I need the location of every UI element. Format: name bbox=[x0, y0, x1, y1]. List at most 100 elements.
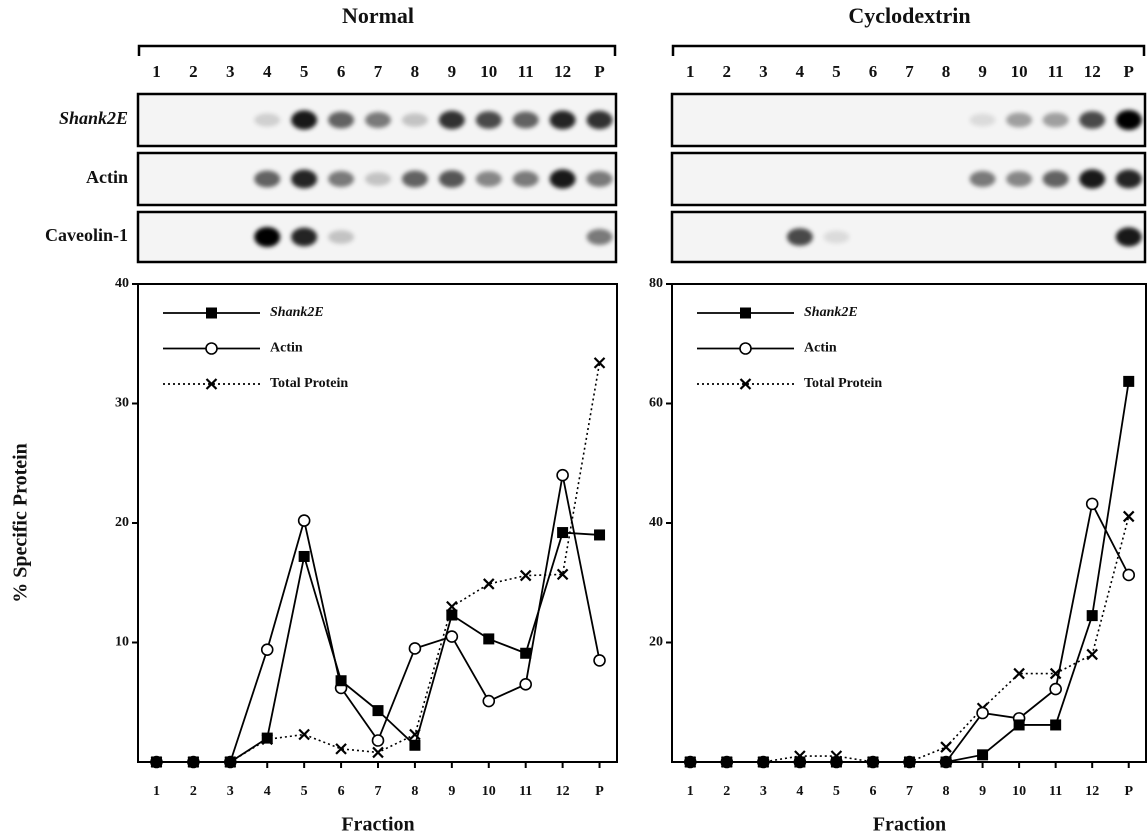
series-line bbox=[690, 516, 1128, 762]
marker-square bbox=[1123, 376, 1134, 387]
marker-circle bbox=[262, 644, 273, 655]
lane-label: 7 bbox=[374, 62, 383, 81]
blot-panel bbox=[672, 94, 1145, 146]
x-tick-label: 10 bbox=[1012, 784, 1026, 799]
lane-label: 12 bbox=[1084, 62, 1101, 81]
marker-circle bbox=[977, 708, 988, 719]
legend-label: Actin bbox=[270, 341, 303, 356]
x-tick-label: 8 bbox=[943, 784, 950, 799]
marker-x bbox=[1087, 649, 1097, 659]
lane-label: 1 bbox=[152, 62, 161, 81]
band bbox=[1006, 113, 1032, 128]
band bbox=[439, 111, 465, 129]
legend-label: Actin bbox=[804, 341, 837, 356]
marker-circle bbox=[594, 655, 605, 666]
panel-title: Cyclodextrin bbox=[848, 3, 970, 28]
lane-label: 5 bbox=[300, 62, 309, 81]
x-tick-label: 4 bbox=[796, 784, 803, 799]
row-label: Caveolin-1 bbox=[45, 225, 128, 245]
x-tick-label: 11 bbox=[1049, 784, 1062, 799]
row-label: Actin bbox=[86, 167, 128, 187]
series-line bbox=[156, 475, 599, 762]
y-tick-label: 10 bbox=[115, 635, 129, 650]
lane-label: 9 bbox=[978, 62, 987, 81]
lane-label: 7 bbox=[905, 62, 914, 81]
band bbox=[291, 228, 317, 247]
y-tick-label: 40 bbox=[115, 276, 129, 291]
row-label: Shank2E bbox=[59, 108, 128, 128]
band bbox=[1006, 171, 1032, 187]
marker-circle bbox=[299, 515, 310, 526]
lane-label: P bbox=[1124, 62, 1134, 81]
band bbox=[587, 229, 613, 245]
marker-square bbox=[1087, 610, 1098, 621]
x-tick-label: 12 bbox=[556, 784, 570, 799]
marker-square bbox=[409, 740, 420, 751]
lane-label: 9 bbox=[448, 62, 457, 81]
series-line bbox=[156, 363, 599, 762]
lane-label: P bbox=[594, 62, 604, 81]
marker-x bbox=[1124, 511, 1134, 521]
marker-square bbox=[594, 529, 605, 540]
marker-square bbox=[685, 757, 696, 768]
band bbox=[550, 111, 576, 130]
marker-square bbox=[831, 757, 842, 768]
x-tick-label: 3 bbox=[760, 784, 767, 799]
legend-label: Total Protein bbox=[804, 376, 882, 391]
marker-circle bbox=[520, 679, 531, 690]
lane-label: 11 bbox=[1048, 62, 1064, 81]
x-tick-label: 5 bbox=[301, 784, 308, 799]
marker-circle bbox=[483, 696, 494, 707]
marker-square bbox=[1014, 719, 1025, 730]
legend-label: Total Protein bbox=[270, 376, 348, 391]
marker-square bbox=[151, 757, 162, 768]
band bbox=[513, 171, 539, 187]
band bbox=[402, 113, 428, 127]
y-tick-label: 30 bbox=[115, 396, 129, 411]
band bbox=[476, 111, 502, 129]
x-tick-label: 2 bbox=[723, 784, 730, 799]
x-tick-label: 7 bbox=[906, 784, 913, 799]
y-tick-label: 20 bbox=[649, 635, 663, 650]
band bbox=[787, 228, 813, 246]
lane-label: 4 bbox=[263, 62, 272, 81]
panel-title: Normal bbox=[342, 3, 414, 28]
x-tick-label: 5 bbox=[833, 784, 840, 799]
marker-square bbox=[336, 675, 347, 686]
band bbox=[254, 227, 280, 247]
band bbox=[1116, 110, 1142, 130]
x-tick-label: 1 bbox=[687, 784, 694, 799]
lane-label: 8 bbox=[942, 62, 951, 81]
y-tick-label: 20 bbox=[115, 515, 129, 530]
band bbox=[1116, 170, 1142, 189]
marker-circle bbox=[740, 343, 751, 354]
bracket bbox=[673, 46, 1144, 56]
lane-label: 4 bbox=[796, 62, 805, 81]
marker-circle bbox=[557, 470, 568, 481]
lane-label: 2 bbox=[723, 62, 732, 81]
x-tick-label: P bbox=[1124, 784, 1133, 799]
band bbox=[365, 172, 391, 186]
x-tick-label: 7 bbox=[375, 784, 382, 799]
x-tick-label: 12 bbox=[1085, 784, 1099, 799]
x-axis-label: Fraction bbox=[341, 814, 414, 836]
lane-label: 6 bbox=[869, 62, 878, 81]
marker-square bbox=[188, 757, 199, 768]
band bbox=[970, 171, 996, 187]
marker-x bbox=[336, 744, 346, 754]
plot-frame bbox=[672, 284, 1146, 762]
band bbox=[1079, 111, 1105, 129]
x-axis-label: Fraction bbox=[873, 814, 946, 836]
lane-label: 10 bbox=[1011, 62, 1028, 81]
band bbox=[291, 110, 317, 129]
x-tick-label: 2 bbox=[190, 784, 197, 799]
blot-panel bbox=[672, 153, 1145, 205]
band bbox=[328, 230, 354, 244]
marker-x bbox=[595, 358, 605, 368]
y-tick-label: 80 bbox=[649, 276, 663, 291]
band bbox=[587, 111, 613, 129]
series-line bbox=[690, 504, 1128, 762]
x-tick-label: 3 bbox=[227, 784, 234, 799]
band bbox=[550, 169, 576, 188]
band bbox=[439, 170, 465, 187]
